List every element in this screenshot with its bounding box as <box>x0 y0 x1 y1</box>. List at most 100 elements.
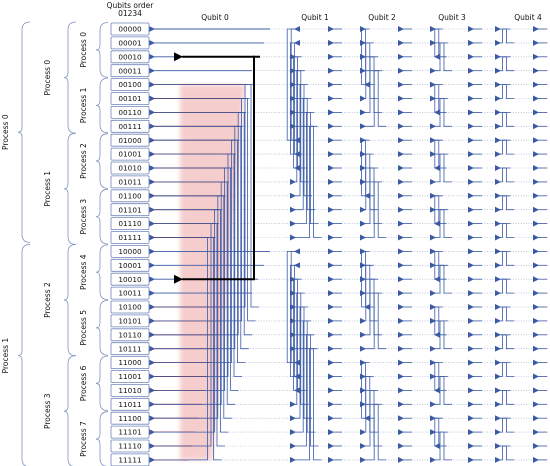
state-label: 00111 <box>118 122 141 131</box>
qubit4-swap-arrow <box>495 220 515 238</box>
qubit4-swap-arrow <box>495 443 515 461</box>
state-box-frame <box>110 272 150 286</box>
state-box-frame <box>110 64 150 78</box>
qubit2-swap-arrow <box>360 178 387 238</box>
inner-group-brace <box>95 22 109 78</box>
state-box: 10010 <box>110 272 150 286</box>
qubit0-swap-arrow <box>149 95 256 322</box>
state-box: 10101 <box>110 314 150 328</box>
top-group-label: Process 0 <box>1 114 10 150</box>
state-box: 11011 <box>110 397 150 411</box>
qubit4-swap-arrow <box>495 195 511 213</box>
qubit2-swap-arrow <box>360 290 387 350</box>
qubit-headers: Qubit 0 Qubit 1 Qubit 2 Qubit 3 Qubit 4 <box>201 13 542 22</box>
qubit0-swap-arrow <box>149 178 236 405</box>
state-box-frame <box>110 78 150 91</box>
state-label: 01011 <box>118 178 141 187</box>
inner-group-brace <box>95 300 109 356</box>
qubit0-swap-arrow <box>149 195 226 422</box>
qubit4-swap-arrow <box>495 387 515 405</box>
state-label: 11010 <box>118 386 142 395</box>
qubit0-swap-arrow <box>149 123 249 350</box>
qubit4-swap-arrow <box>495 26 515 44</box>
qubit-header-2: Qubit 2 <box>368 13 396 22</box>
qubit0-swap-arrow <box>149 84 253 310</box>
process-braces: Process 0 Process 1 Process 0 Process 1 Proc… <box>1 21 109 466</box>
qubit3-swap-arrow <box>430 429 452 461</box>
qubit4-swap-arrow <box>495 445 511 463</box>
qubit0-swap-arrow <box>149 192 232 419</box>
state-box-frame <box>110 106 150 119</box>
mid-group-label: Process 3 <box>43 393 52 429</box>
qubit3-swap-arrow <box>430 262 452 294</box>
state-label: 11111 <box>118 456 141 465</box>
inner-group-brace <box>95 77 109 134</box>
state-label: 01001 <box>118 150 141 159</box>
state-box: 11101 <box>110 425 150 439</box>
qubit1-swap-arrow <box>290 95 316 211</box>
qubit4-swap-arrow <box>495 223 511 241</box>
state-box-frame <box>110 370 150 383</box>
inner-group-label: Process 5 <box>79 310 88 346</box>
qubit0-swap-arrow <box>149 98 250 324</box>
state-box: 11100 <box>110 411 150 425</box>
mid-group-label: Process 0 <box>43 60 52 96</box>
qubit0-swap-arrow <box>149 237 216 463</box>
state-box: 00011 <box>110 64 150 78</box>
qubit3-swap-arrow <box>430 373 452 405</box>
state-label: 00010 <box>118 52 142 61</box>
state-box-frame <box>110 397 150 411</box>
top-group-label: Process 1 <box>1 338 10 374</box>
state-label: 01101 <box>118 205 141 214</box>
state-label: 00001 <box>118 39 141 48</box>
qubit1-swap-arrow <box>290 304 312 419</box>
state-box-frame <box>110 383 150 397</box>
state-label: 00000 <box>118 25 142 34</box>
mid-group-brace <box>63 132 77 245</box>
state-label: 00100 <box>118 80 142 89</box>
state-box: 00101 <box>110 92 150 105</box>
qubit1-swap-arrow <box>290 331 319 447</box>
qubit0-swap-arrow <box>149 125 243 352</box>
state-label: 11101 <box>118 428 141 437</box>
qubit-header-1: Qubit 1 <box>301 13 329 22</box>
mid-group-brace <box>63 355 77 466</box>
qubit-header-4: Qubit 4 <box>514 13 542 22</box>
state-box-frame <box>110 161 150 175</box>
state-box: 11111 <box>110 453 150 466</box>
state-label: 10001 <box>118 261 141 270</box>
qubit4-swap-arrow <box>495 334 511 352</box>
qubits-order-digits: 01234 <box>118 9 142 18</box>
qubit4-swap-arrow <box>495 417 511 436</box>
state-box-frame <box>110 217 150 231</box>
state-box: 00100 <box>110 78 150 91</box>
state-label: 10100 <box>118 303 142 312</box>
state-box: 01000 <box>110 133 150 147</box>
qubit4-swap-arrow <box>495 28 511 46</box>
qubit4-swap-arrow <box>495 359 515 377</box>
qubit4-swap-arrow <box>495 167 511 185</box>
qubit-header-0: Qubit 0 <box>201 13 229 22</box>
mid-group-brace <box>63 244 77 357</box>
qubit0-swap-arrow <box>149 181 230 408</box>
top-group-brace <box>17 244 31 466</box>
qubit3-swap-arrow <box>430 95 452 127</box>
qubit3-swap-arrow <box>430 317 452 350</box>
qubit0-swap-arrow <box>149 109 253 336</box>
state-label: 01010 <box>118 164 142 173</box>
qubit0-swap-arrow <box>149 139 240 366</box>
qubit0-swap-arrow <box>149 234 222 461</box>
inner-group-label: Process 1 <box>79 87 88 123</box>
state-box-frame <box>110 189 150 203</box>
state-box-frame <box>110 203 150 217</box>
qubit0-swap-arrow <box>149 220 225 447</box>
qubit3-swap-arrow <box>430 206 452 238</box>
inner-group-label: Process 4 <box>79 254 88 290</box>
qubit1-swap-arrow <box>290 345 322 461</box>
qubit1-swap-arrow <box>290 109 319 224</box>
state-label: 00110 <box>118 108 142 117</box>
state-box: 01100 <box>110 189 150 203</box>
state-boxes: 00000 00001 00010 00011 00100 00101 00110 00111… <box>110 22 150 466</box>
state-box-frame <box>110 425 150 439</box>
